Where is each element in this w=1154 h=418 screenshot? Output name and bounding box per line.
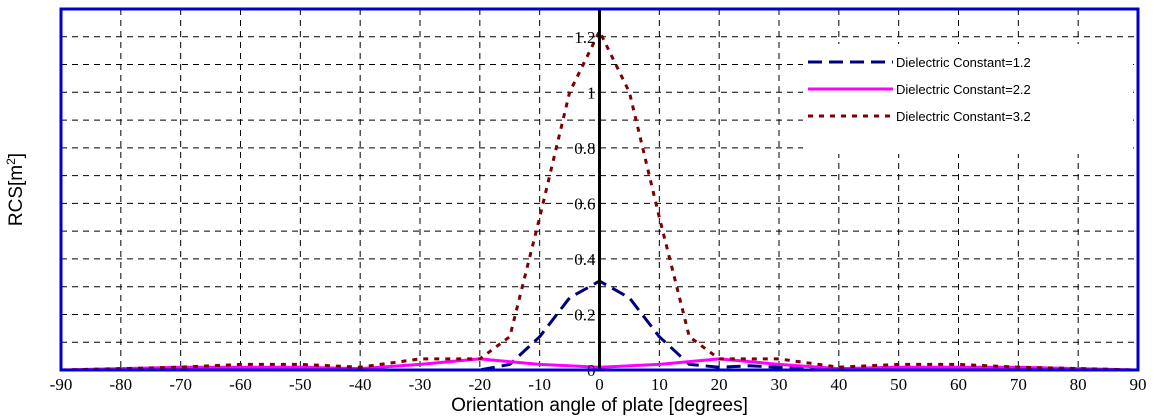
y-axis-label: RCS[m2] xyxy=(4,153,27,226)
x-tick-label: -40 xyxy=(349,375,372,394)
y-axis-label-main: RCS[m xyxy=(6,165,27,226)
y-tick-label: 1 xyxy=(587,83,596,102)
x-tick-label: 50 xyxy=(890,375,907,394)
y-tick-label: 0.8 xyxy=(574,139,595,158)
x-tick-label: -20 xyxy=(468,375,491,394)
x-tick-label: -50 xyxy=(289,375,312,394)
y-tick-label: 0.4 xyxy=(574,250,596,269)
y-tick-label: 0.2 xyxy=(574,305,595,324)
x-tick-label: 70 xyxy=(1010,375,1027,394)
x-tick-label: 0 xyxy=(595,375,604,394)
x-tick-label: -60 xyxy=(229,375,252,394)
x-tick-label: 40 xyxy=(830,375,847,394)
x-tick-label: -70 xyxy=(169,375,192,394)
series-line-1 xyxy=(61,279,1138,372)
x-tick-label: 90 xyxy=(1130,375,1147,394)
x-tick-label: -90 xyxy=(50,375,73,394)
x-tick-labels: -90 -80 -70 -60 -50 -40 -30 -20 -10 0 10 20 30 40 50 60… xyxy=(50,375,1147,394)
plot-frame xyxy=(59,7,1140,372)
legend-label-3: Dielectric Constant=3.2 xyxy=(896,109,1031,124)
x-tick-label: -10 xyxy=(528,375,551,394)
legend-label-1: Dielectric Constant=1.2 xyxy=(896,55,1031,70)
x-tick-label: -30 xyxy=(409,375,432,394)
x-tick-label: 60 xyxy=(950,375,967,394)
x-tick-label: 10 xyxy=(651,375,668,394)
y-tick-label: 1.2 xyxy=(574,28,595,47)
x-tick-label: 20 xyxy=(711,375,728,394)
y-axis-label-end: ] xyxy=(6,153,27,158)
legend: Dielectric Constant=1.2 Dielectric Consta… xyxy=(803,44,1133,154)
legend-label-2: Dielectric Constant=2.2 xyxy=(896,82,1031,97)
x-axis-label: Orientation angle of plate [degrees] xyxy=(451,395,748,416)
y-tick-label: 0.6 xyxy=(574,194,595,213)
x-tick-label: 30 xyxy=(771,375,788,394)
y-axis-label-sup: 2 xyxy=(4,158,18,165)
x-tick-label: 80 xyxy=(1070,375,1087,394)
x-tick-label: -80 xyxy=(109,375,132,394)
